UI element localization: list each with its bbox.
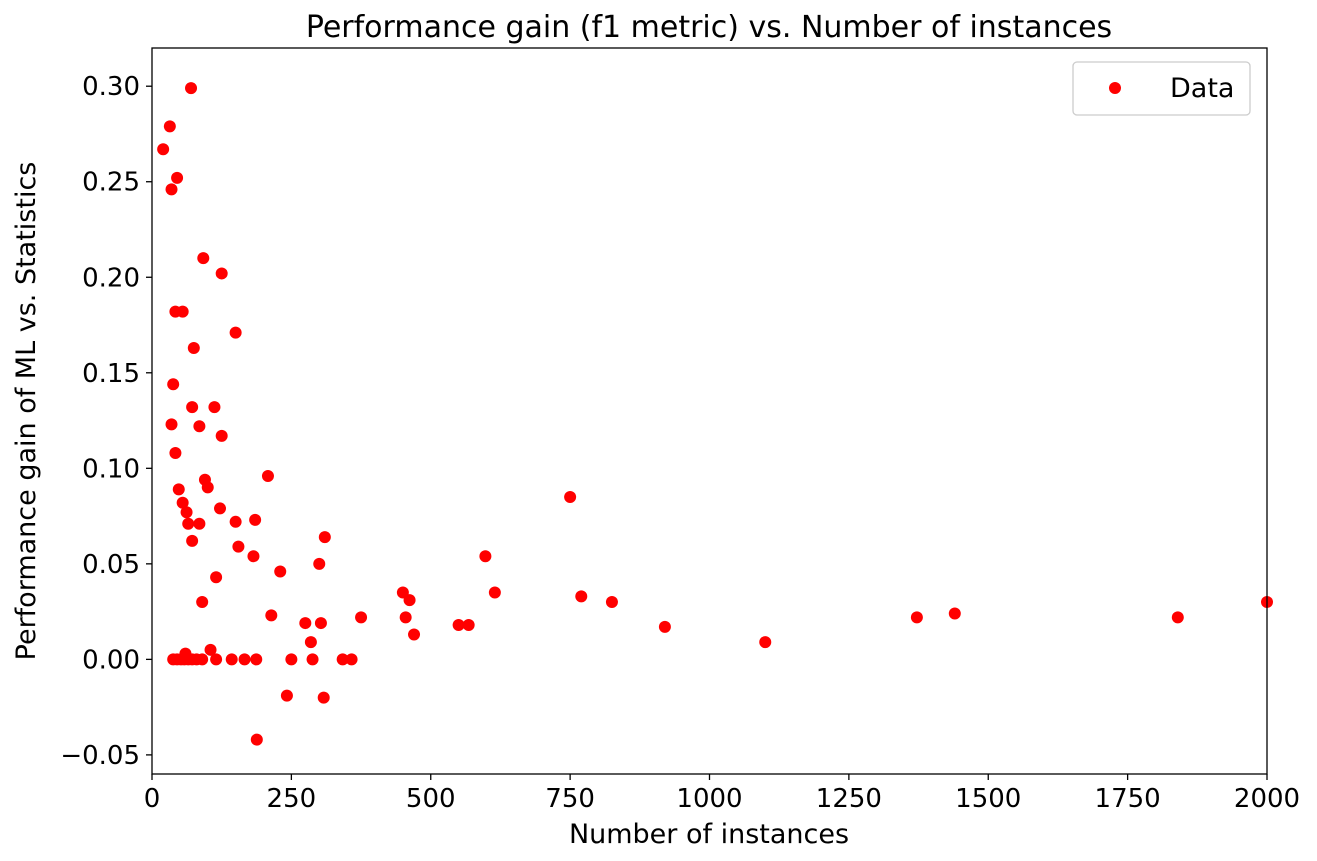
data-point bbox=[575, 590, 588, 603]
y-axis-label: Performance gain of ML vs. Statistics bbox=[11, 162, 42, 661]
data-point bbox=[210, 653, 223, 666]
data-point bbox=[265, 609, 278, 622]
data-point bbox=[345, 653, 358, 666]
data-point bbox=[215, 267, 228, 280]
data-point bbox=[910, 611, 923, 624]
data-point bbox=[186, 401, 199, 414]
data-point bbox=[564, 490, 577, 503]
data-point bbox=[261, 469, 274, 482]
chart-title: Performance gain (f1 metric) vs. Number … bbox=[306, 10, 1112, 45]
data-point bbox=[163, 120, 176, 133]
legend: Data bbox=[1072, 61, 1251, 116]
data-point bbox=[285, 653, 298, 666]
data-point bbox=[462, 618, 475, 631]
data-point bbox=[1171, 611, 1184, 624]
data-point bbox=[299, 617, 312, 630]
data-point bbox=[169, 447, 182, 460]
data-point bbox=[210, 571, 223, 584]
data-point bbox=[229, 515, 242, 528]
data-point bbox=[314, 617, 327, 630]
data-point bbox=[171, 171, 184, 184]
data-point bbox=[176, 496, 189, 509]
data-point bbox=[479, 550, 492, 563]
y-tick-label: 0.20 bbox=[82, 263, 140, 293]
data-point bbox=[214, 502, 227, 515]
data-point bbox=[403, 594, 416, 607]
data-point bbox=[306, 653, 319, 666]
data-point bbox=[238, 653, 251, 666]
x-tick-label: 750 bbox=[545, 784, 595, 814]
x-tick-label: 1500 bbox=[955, 784, 1021, 814]
y-tick-label: 0.10 bbox=[82, 454, 140, 484]
x-axis-label: Number of instances bbox=[569, 819, 849, 850]
data-point bbox=[318, 531, 331, 544]
data-point bbox=[165, 418, 178, 431]
data-point bbox=[193, 420, 206, 433]
data-point bbox=[249, 513, 262, 526]
data-point bbox=[336, 653, 349, 666]
data-point bbox=[176, 305, 189, 318]
data-point bbox=[196, 653, 209, 666]
x-tick-label: 0 bbox=[144, 784, 161, 814]
data-point bbox=[408, 628, 421, 641]
data-point bbox=[193, 517, 206, 530]
y-tick-label: 0.05 bbox=[82, 550, 140, 580]
data-point bbox=[196, 596, 209, 609]
data-point bbox=[355, 611, 368, 624]
data-point bbox=[488, 586, 501, 599]
data-points bbox=[157, 82, 1273, 746]
data-point bbox=[948, 607, 961, 620]
x-tick-label: 1250 bbox=[816, 784, 882, 814]
data-point bbox=[280, 689, 293, 702]
data-point bbox=[182, 517, 195, 530]
data-point bbox=[658, 620, 671, 633]
x-axis-ticks: 0 250 500 750 1000 1250 1500 1750 2000 bbox=[144, 774, 1300, 814]
x-tick-label: 1750 bbox=[1095, 784, 1161, 814]
data-point bbox=[605, 596, 618, 609]
data-point bbox=[304, 636, 317, 649]
data-point bbox=[399, 611, 412, 624]
data-point bbox=[232, 540, 245, 553]
legend-marker bbox=[1109, 82, 1121, 94]
x-tick-label: 2000 bbox=[1234, 784, 1300, 814]
legend-box bbox=[1072, 61, 1251, 116]
y-tick-label: 0.30 bbox=[82, 72, 140, 102]
data-point bbox=[247, 550, 260, 563]
data-point bbox=[172, 483, 185, 496]
data-point bbox=[157, 143, 170, 156]
x-tick-label: 250 bbox=[267, 784, 317, 814]
data-point bbox=[201, 481, 214, 494]
data-point bbox=[167, 378, 180, 391]
x-tick-label: 1000 bbox=[676, 784, 742, 814]
data-point bbox=[250, 653, 263, 666]
data-point bbox=[187, 341, 200, 354]
data-point bbox=[186, 534, 199, 547]
data-point bbox=[313, 557, 326, 570]
legend-label: Data bbox=[1170, 73, 1234, 104]
data-point bbox=[165, 183, 178, 196]
data-point bbox=[204, 643, 217, 656]
y-tick-label: 0.00 bbox=[82, 645, 140, 675]
y-tick-label: 0.25 bbox=[82, 168, 140, 198]
data-point bbox=[197, 252, 210, 265]
data-point bbox=[317, 691, 330, 704]
data-point bbox=[180, 506, 193, 519]
data-point bbox=[274, 565, 287, 578]
data-point bbox=[229, 326, 242, 339]
y-tick-label: 0.15 bbox=[82, 359, 140, 389]
y-axis-ticks: −0.05 0.00 0.05 0.10 0.15 0.20 0.25 0.30 bbox=[60, 72, 152, 771]
y-tick-label: −0.05 bbox=[60, 741, 140, 771]
data-point bbox=[250, 733, 263, 746]
data-point bbox=[225, 653, 238, 666]
data-point bbox=[215, 429, 228, 442]
data-point bbox=[452, 618, 465, 631]
data-point bbox=[185, 82, 198, 95]
data-point bbox=[208, 401, 221, 414]
data-point bbox=[759, 636, 772, 649]
x-tick-label: 500 bbox=[406, 784, 456, 814]
